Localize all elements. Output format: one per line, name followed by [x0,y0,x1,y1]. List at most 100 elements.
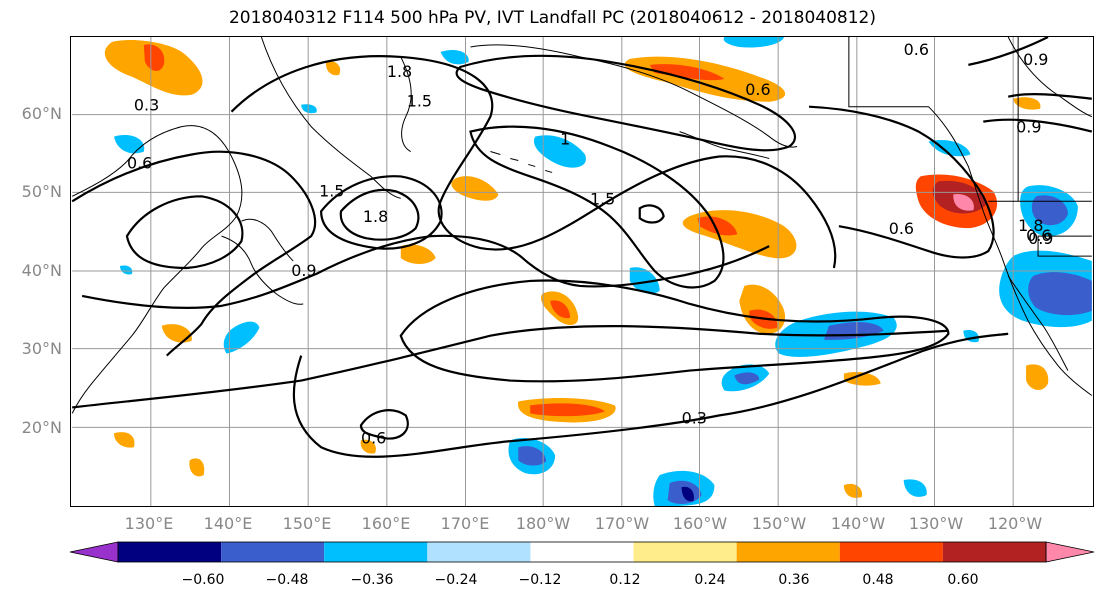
colorbar-segment [839,542,943,562]
contour-0.6 [71,150,317,357]
coastline-kamchatka [260,37,412,199]
coastline-baja [1007,275,1069,371]
shade-patch [533,135,586,168]
colorbar-tick-label: −0.12 [518,572,562,588]
contour-ne [968,37,1093,133]
shade-patch [629,267,660,294]
lon-label-130e: 130°E [124,514,174,533]
shade-patch [113,134,145,154]
colorbar-tick-label: 0.12 [609,572,641,588]
map-title: 2018040312 F114 500 hPa PV, IVT Landfall… [228,8,876,28]
graticule [72,37,1092,506]
shade-patch [223,321,260,354]
contour-label: 0.6 [904,40,929,59]
shade-patch [161,324,192,343]
contour-0.6-west [125,195,244,270]
contour-label: 1.5 [407,92,432,111]
shade-patch [360,439,376,454]
contour-1.8 [339,188,420,241]
shade-patch [734,372,760,385]
shade-patch [440,49,469,65]
contour-label: 0.3 [134,96,159,115]
colorbar-segment [633,542,737,562]
colorbar-tick-label: −0.60 [181,572,225,588]
shade-patch [301,104,317,114]
colorbar-segment [427,542,531,562]
pv-contours [71,37,1093,458]
shade-patch [550,300,571,319]
lon-label-160e: 160°E [361,514,411,533]
shade-patch [400,244,436,265]
contour-0.9 [81,234,770,309]
contour-inner-loop [455,54,796,152]
shade-patch [681,486,694,502]
lon-label-170w: 170°W [594,514,650,533]
contour-label: 1.8 [363,207,388,226]
shade-patch [843,372,881,386]
colorbar-extend-high [1045,541,1095,563]
lat-label-20n: 20°N [21,418,62,437]
shade-patch [189,458,205,477]
contour-label: 1 [560,130,570,149]
coastline-alaska [470,44,798,159]
colorbar-tick-label: 0.36 [778,572,810,588]
colorbar-segment [221,542,325,562]
colorbar-tick-label: −0.36 [350,572,394,588]
contour-label: 1.5 [319,181,344,200]
shade-patch [953,194,974,211]
contour-0.3-south [292,332,1009,458]
contour-label: 0.6 [127,153,152,172]
shade-patch [518,446,547,466]
colorbar-segment [118,542,222,562]
contour-small-loop [638,204,665,224]
colorbar-tick-label: 0.24 [694,572,726,588]
shade-patch [843,483,863,498]
contour-label: 0.9 [1028,229,1053,248]
colorbar-segments [69,541,1095,563]
lon-label-170e: 170°E [440,514,490,533]
colorbar-tick-label: 0.48 [862,572,894,588]
lon-label-180w: 180°W [515,514,571,533]
contour-label: 1.8 [387,62,412,81]
colorbar-segment [530,542,634,562]
lat-label-40n: 40°N [21,261,62,280]
shade-patch [1028,272,1092,316]
lat-label-30n: 30°N [21,339,62,358]
contour-0.6-south [359,409,409,440]
colorbar-tick-label: 0.60 [947,572,979,588]
contour-outer-loop [230,55,837,269]
shade-patch [530,403,605,417]
shade-patch [1031,195,1068,226]
coastline-korea-japan [221,218,304,305]
contour-ocean-big [399,279,950,383]
contour-label: 0.9 [1023,50,1048,69]
colorbar-segment [736,542,840,562]
shade-patch [143,44,165,72]
contour-label: 0.6 [745,80,770,99]
lat-label-50n: 50°N [21,182,62,201]
shade-patch [1026,364,1049,390]
shade-patch [119,265,133,275]
shade-patch [697,216,738,236]
colorbar-tick-label: −0.24 [434,572,478,588]
colorbar [69,541,1095,563]
lon-label-120w: 120°W [987,514,1043,533]
shade-patch [1013,97,1041,110]
contour-east [808,105,995,259]
lat-label-60n: 60°N [21,104,62,123]
colorbar-tick-label: −0.48 [265,572,309,588]
shade-patch [113,432,135,448]
lon-label-150w: 150°W [751,514,807,533]
contour-label: 0.6 [361,428,386,447]
colorbar-outline [117,541,1047,563]
contour-label: 0.6 [889,219,914,238]
coastline-aleutians [490,151,553,173]
colorbar-segment [942,542,1046,562]
coastlines [71,37,1093,414]
colorbar-segment [324,542,428,562]
shade-patch [325,61,341,76]
lon-label-150e: 150°E [282,514,332,533]
contour-label: 0.9 [1016,118,1041,137]
lon-label-160w: 160°W [672,514,728,533]
shade-patch [903,479,927,497]
